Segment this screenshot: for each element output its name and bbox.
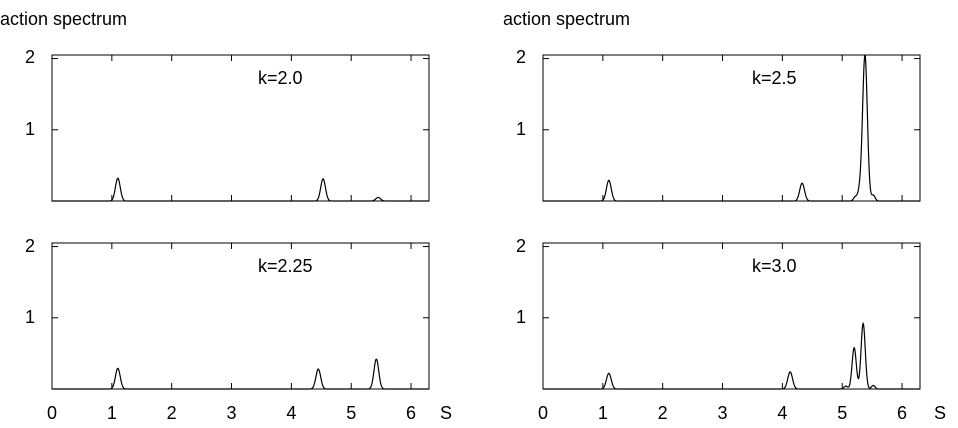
y-tick-label-1: 1 bbox=[516, 119, 526, 139]
panel-annotation: k=2.25 bbox=[258, 256, 313, 276]
plot-frame bbox=[51, 242, 430, 390]
axis-ticks bbox=[51, 243, 429, 389]
spectrum-curve bbox=[543, 54, 920, 202]
y-tick-label-2: 2 bbox=[516, 236, 526, 256]
x-tick-label: 1 bbox=[598, 403, 608, 423]
x-tick-label: 3 bbox=[227, 403, 237, 423]
axis-ticks bbox=[542, 55, 920, 201]
x-tick-label: 5 bbox=[346, 403, 356, 423]
x-axis-symbol: S bbox=[934, 403, 946, 423]
spectrum-curve bbox=[543, 322, 920, 390]
x-tick-label: 0 bbox=[538, 403, 548, 423]
y-tick-label-2: 2 bbox=[25, 236, 35, 256]
x-tick-label: 6 bbox=[897, 403, 907, 423]
panel-annotation: k=3.0 bbox=[752, 256, 797, 276]
column-title-right: action spectrum bbox=[503, 9, 630, 29]
column-title-left: action spectrum bbox=[0, 9, 127, 29]
x-tick-label: 4 bbox=[777, 403, 787, 423]
x-tick-label: 5 bbox=[837, 403, 847, 423]
y-tick-label-2: 2 bbox=[25, 47, 35, 67]
panel-annotation: k=2.5 bbox=[752, 68, 797, 88]
axis-ticks bbox=[51, 55, 429, 201]
y-tick-label-2: 2 bbox=[516, 47, 526, 67]
x-tick-label: 2 bbox=[658, 403, 668, 423]
x-tick-label: 3 bbox=[718, 403, 728, 423]
spectrum-panel-k2-5: k=2.5 2 1 bbox=[516, 47, 921, 202]
spectrum-curve bbox=[52, 177, 429, 202]
panel-annotation: k=2.0 bbox=[258, 68, 303, 88]
spectrum-panel-k2-0: k=2.0 2 1 bbox=[25, 47, 430, 202]
y-tick-label-1: 1 bbox=[516, 307, 526, 327]
plot-frame bbox=[542, 242, 921, 390]
x-tick-label: 1 bbox=[107, 403, 117, 423]
x-axis-symbol: S bbox=[440, 403, 452, 423]
spectrum-panel-k2-25: k=2.25 2 1 S 0 1 2 3 4 5 6 bbox=[25, 236, 452, 423]
plot-frame bbox=[51, 54, 430, 202]
y-tick-label-1: 1 bbox=[25, 307, 35, 327]
spectrum-panel-k3-0: k=3.0 2 1 S 0 1 2 3 4 5 6 bbox=[516, 236, 946, 423]
x-tick-label: 4 bbox=[286, 403, 296, 423]
x-tick-label: 2 bbox=[167, 403, 177, 423]
spectrum-curve bbox=[52, 358, 429, 390]
axis-ticks bbox=[542, 243, 920, 389]
x-tick-label: 0 bbox=[47, 403, 57, 423]
x-tick-label: 6 bbox=[406, 403, 416, 423]
y-tick-label-1: 1 bbox=[25, 119, 35, 139]
